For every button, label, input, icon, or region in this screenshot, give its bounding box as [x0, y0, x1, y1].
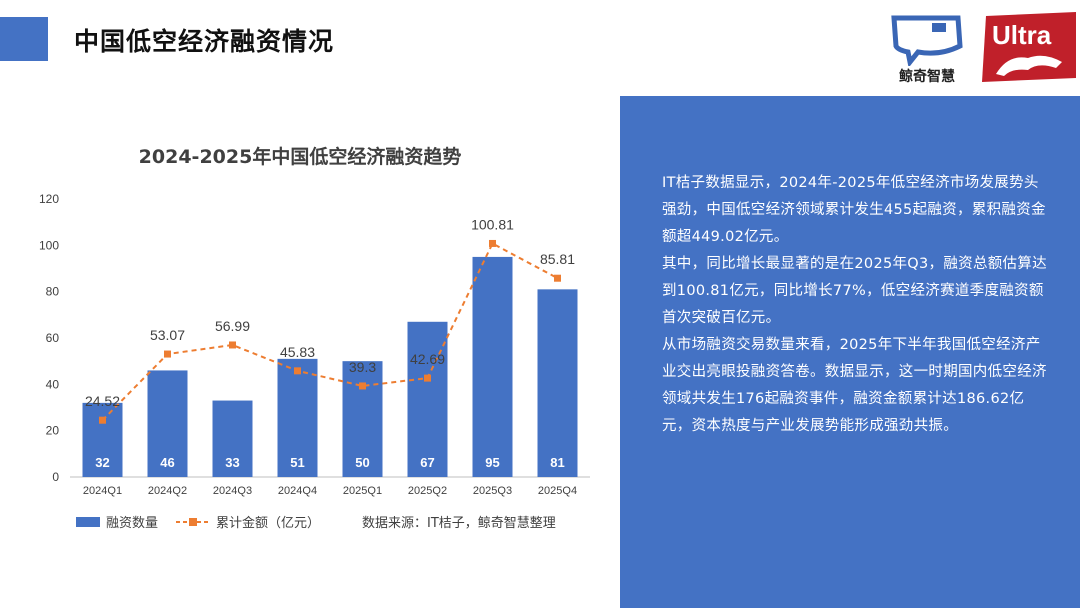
legend-bar-swatch: [76, 516, 100, 527]
amount-point: [359, 382, 366, 390]
chart-legend: 融资数量 累计金额（亿元）: [76, 512, 320, 531]
x-tick-label: 2025Q2: [408, 485, 447, 497]
bar-2025Q2: [407, 321, 448, 477]
ultra-logo-icon: Ultra: [982, 12, 1076, 82]
x-tick-label: 2025Q1: [343, 485, 382, 497]
amount-point: [554, 274, 561, 282]
amount-value-label: 39.3: [349, 359, 376, 375]
bar-value-label: 67: [420, 455, 434, 470]
amount-value-label: 24.52: [85, 393, 120, 409]
bar-value-label: 95: [485, 455, 499, 470]
x-tick-label: 2024Q1: [83, 485, 122, 497]
y-tick-label: 80: [46, 285, 60, 299]
y-tick-label: 100: [39, 238, 59, 252]
bar-value-label: 46: [160, 455, 174, 470]
financing-chart: 0 20 40 60 80 100 120 32 2024Q1 46 2024Q2 33 2024Q3 5…: [0, 130, 600, 540]
bar-2024Q1: [82, 402, 123, 477]
legend-line-label: 累计金额（亿元）: [216, 516, 321, 531]
bar-value-label: 51: [290, 455, 304, 470]
summary-paragraph-3: 从市场融资交易数量来看，2025年下半年我国低空经济产业交出亮眼投融资答卷。数据…: [662, 337, 1047, 434]
legend-line-swatch: [176, 516, 211, 528]
page-title: 中国低空经济融资情况: [74, 27, 335, 56]
amount-series-line: [101, 242, 558, 421]
y-tick-label: 0: [52, 470, 59, 484]
x-tick-label: 2025Q3: [473, 485, 512, 497]
amount-point: [229, 341, 236, 349]
amount-point: [164, 350, 171, 358]
data-source-note: 数据来源：IT桔子，鲸奇智慧整理: [362, 516, 556, 531]
y-tick-label: 20: [46, 424, 60, 438]
bar-value-label: 32: [95, 455, 109, 470]
amount-value-label: 53.07: [150, 327, 185, 343]
amount-value-label: 56.99: [215, 318, 250, 334]
amount-point: [99, 416, 106, 424]
bar-2024Q4: [277, 358, 318, 477]
bar-value-label: 50: [355, 455, 369, 470]
bar-2025Q1: [342, 361, 383, 477]
amount-value-label: 45.83: [280, 344, 315, 360]
amount-point: [424, 374, 431, 382]
jingqi-logo-label: 鲸奇智慧: [899, 69, 955, 85]
bar-2025Q4: [537, 289, 578, 477]
y-tick-label: 120: [39, 192, 59, 206]
ultra-logo-text: Ultra: [992, 20, 1052, 50]
bar-value-label: 33: [225, 455, 239, 470]
summary-panel: IT桔子数据显示，2024年-2025年低空经济市场发展势头强劲，中国低空经济领…: [620, 96, 1080, 608]
bar-value-label: 81: [550, 455, 564, 470]
ultra-logo[interactable]: Ultra: [978, 12, 1080, 84]
x-tick-label: 2024Q2: [148, 485, 187, 497]
x-tick-label: 2024Q3: [213, 485, 252, 497]
y-tick-label: 40: [46, 377, 60, 391]
summary-paragraph-1: IT桔子数据显示，2024年-2025年低空经济市场发展势头强劲，中国低空经济领…: [662, 175, 1046, 245]
x-tick-label: 2024Q4: [278, 485, 317, 497]
bar-2024Q3: [212, 400, 253, 477]
amount-value-label: 85.81: [540, 251, 575, 267]
legend-bar-label: 融资数量: [106, 516, 159, 531]
amount-point: [294, 367, 301, 375]
jingqi-logo-icon: [891, 15, 963, 68]
header-accent-block: [0, 17, 48, 61]
jingqi-logo[interactable]: 鲸奇智慧: [888, 12, 966, 88]
amount-point: [489, 239, 496, 247]
y-tick-label: 60: [46, 331, 60, 345]
chart-title: 2024-2025年中国低空经济融资趋势: [138, 146, 462, 168]
amount-value-label: 100.81: [471, 216, 514, 232]
bar-2024Q2: [147, 370, 188, 477]
amount-value-label: 42.69: [410, 351, 445, 367]
chart-svg: 0 20 40 60 80 100 120 32 2024Q1 46 2024Q2 33 2024Q3 5…: [39, 192, 590, 497]
summary-paragraph-2: 其中，同比增长最显著的是在2025年Q3，融资总额估算达到100.81亿元，同比…: [662, 256, 1047, 326]
bar-2025Q3: [472, 256, 513, 477]
x-tick-label: 2025Q4: [538, 485, 577, 497]
